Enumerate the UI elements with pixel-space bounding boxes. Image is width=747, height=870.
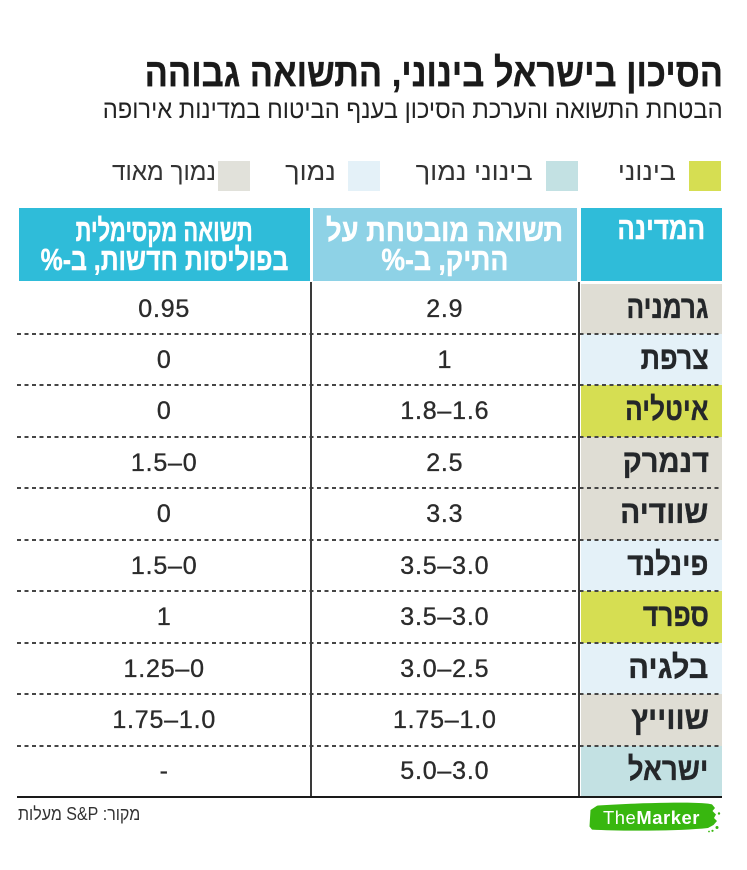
svg-text:TheMarker: TheMarker xyxy=(603,807,700,828)
